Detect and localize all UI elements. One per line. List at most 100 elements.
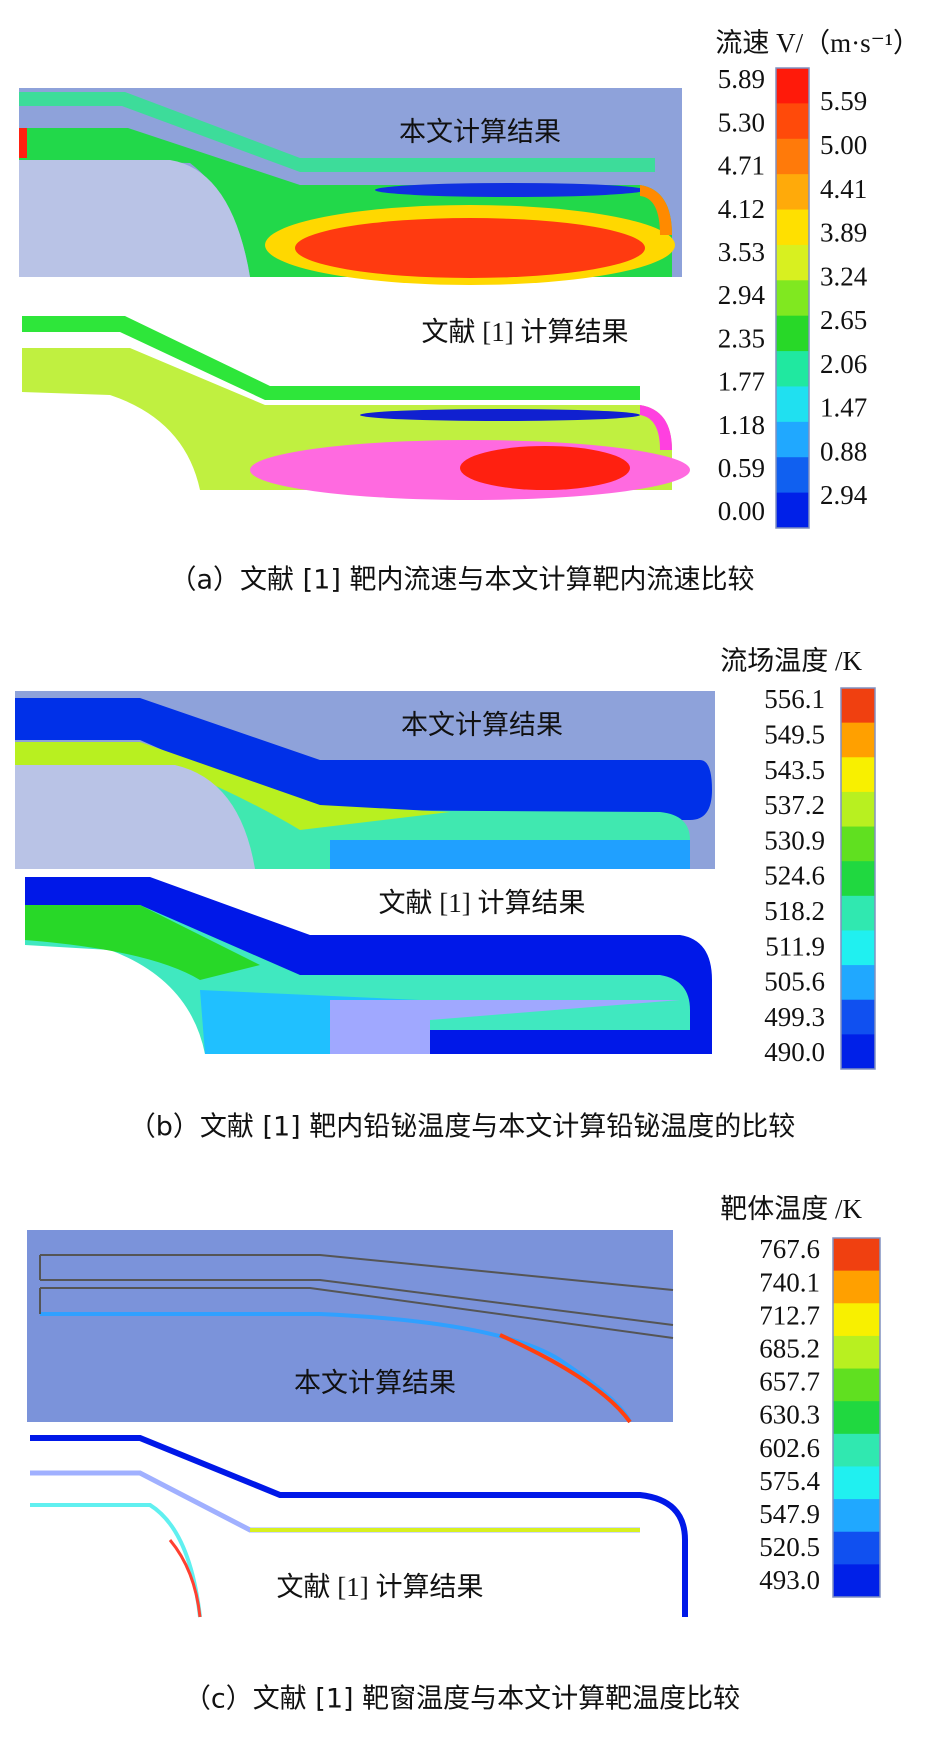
colorbar-segment: [841, 688, 875, 724]
shape: [30, 1503, 202, 1618]
colorbar-segment: [833, 1335, 880, 1370]
colorbar-segment: [841, 826, 875, 862]
shape: [27, 1230, 673, 1422]
colorbar-title: 流速 V/（m·s⁻¹）: [715, 28, 920, 58]
colorbar-label: 575.4: [759, 1466, 820, 1496]
temp-contour-ours: [15, 691, 715, 869]
colorbar-frame: [775, 67, 810, 529]
colorbar-label: 4.71: [718, 151, 765, 181]
target-temp-ours: [27, 1230, 674, 1424]
colorbar-label: 2.94: [718, 280, 766, 310]
colorbar-label: 767.6: [759, 1234, 820, 1264]
colorbar-label: 1.47: [820, 393, 867, 423]
plot-label: 文献 [1] 计算结果: [422, 317, 629, 347]
colorbar-label: 547.9: [759, 1499, 820, 1529]
shape: [430, 1030, 690, 1054]
colorbar-segment: [841, 930, 875, 966]
target-temp-reference: [30, 1435, 688, 1618]
colorbar-frame: [840, 687, 876, 1070]
shape: [499, 1333, 632, 1424]
shape: [19, 128, 27, 158]
caption: （a）文献 [1] 靶内流速与本文计算靶内流速比较: [170, 565, 755, 596]
shape: [19, 92, 655, 172]
colorbar-label: 5.00: [820, 130, 867, 160]
colorbar-label: 0.00: [718, 496, 765, 526]
shape: [330, 840, 690, 869]
shape: [360, 409, 640, 421]
shape: [330, 1000, 680, 1054]
shape: [15, 698, 712, 820]
colorbar-label: 511.9: [765, 931, 825, 961]
colorbar-label: 712.7: [759, 1300, 820, 1330]
colorbar-label: 543.5: [764, 755, 825, 785]
caption: （b）文献 [1] 靶内铅铋温度与本文计算铅铋温度的比较: [129, 1112, 796, 1143]
colorbar-label: 530.9: [764, 825, 825, 855]
colorbar-segment: [776, 103, 809, 140]
colorbar-label: 5.30: [718, 107, 765, 137]
colorbar-label: 5.89: [718, 64, 765, 94]
colorbar-segment: [833, 1303, 880, 1337]
colorbar-label: 549.5: [764, 720, 825, 750]
colorbar-segment: [776, 174, 809, 211]
colorbar-segment: [833, 1564, 880, 1598]
colorbar-segment: [776, 421, 809, 458]
shape: [640, 185, 672, 235]
colorbar-label: 537.2: [764, 790, 825, 820]
shape: [30, 1435, 688, 1617]
colorbar-label: 4.41: [820, 174, 867, 204]
colorbar-segment: [841, 1034, 875, 1070]
shape: [375, 183, 645, 197]
caption: （c）文献 [1] 靶窗温度与本文计算靶温度比较: [184, 1684, 740, 1715]
colorbar-label: 493.0: [759, 1565, 820, 1595]
colorbar-segment: [841, 895, 875, 931]
colorbar-label: 657.7: [759, 1367, 820, 1397]
colorbar-title: 流场温度 /K: [720, 646, 862, 676]
colorbar-segment: [776, 457, 809, 494]
shape: [460, 446, 630, 490]
colorbar-label: 505.6: [764, 967, 825, 997]
colorbar-label: 5.59: [820, 86, 867, 116]
colorbar-segment: [776, 315, 809, 352]
colorbar-label: 685.2: [759, 1334, 820, 1364]
shape: [40, 1287, 674, 1339]
colorbar-segment: [841, 861, 875, 897]
colorbar-label: 2.35: [718, 323, 765, 353]
shape: [30, 1470, 640, 1533]
colorbar-label: 499.3: [764, 1002, 825, 1032]
colorbar-segment: [833, 1270, 880, 1304]
colorbar-label: 490.0: [764, 1037, 825, 1067]
colorbar-segment: [776, 280, 809, 317]
colorbar-segment: [833, 1499, 880, 1533]
colorbar-label: 520.5: [759, 1532, 820, 1562]
colorbar-label: 2.06: [820, 349, 867, 379]
colorbar-label: 1.77: [718, 367, 765, 397]
colorbar-segment: [833, 1401, 880, 1435]
shape: [295, 218, 645, 278]
shape: [15, 765, 255, 869]
colorbar-segment: [776, 386, 809, 423]
shape: [40, 1254, 674, 1291]
colorbar-segment: [841, 791, 875, 828]
colorbar-label: 518.2: [764, 896, 825, 926]
colorbar-label: 3.89: [820, 218, 867, 248]
colorbar-label: 740.1: [759, 1267, 820, 1297]
colorbar-segment: [833, 1433, 880, 1467]
colorbar-label: 4.12: [718, 194, 765, 224]
shape: [15, 742, 450, 830]
plot-label: 文献 [1] 计算结果: [277, 1572, 484, 1602]
plot-label: 本文计算结果: [401, 710, 563, 740]
colorbar-label: 630.3: [759, 1400, 820, 1430]
colorbar-segment: [833, 1531, 880, 1565]
colorbar-label: 3.53: [718, 237, 765, 267]
colorbar-label: 556.1: [764, 684, 825, 714]
colorbar-segment: [776, 138, 809, 175]
colorbar-segment: [776, 209, 809, 246]
colorbar-segment: [841, 722, 875, 758]
shape: [22, 316, 640, 400]
shape: [19, 160, 250, 277]
colorbar-label: 2.94: [820, 480, 868, 510]
colorbar-label: 3.24: [820, 261, 868, 291]
colorbar-label: 602.6: [759, 1433, 820, 1463]
colorbar-segment: [833, 1368, 880, 1402]
plot-label: 文献 [1] 计算结果: [379, 888, 586, 918]
